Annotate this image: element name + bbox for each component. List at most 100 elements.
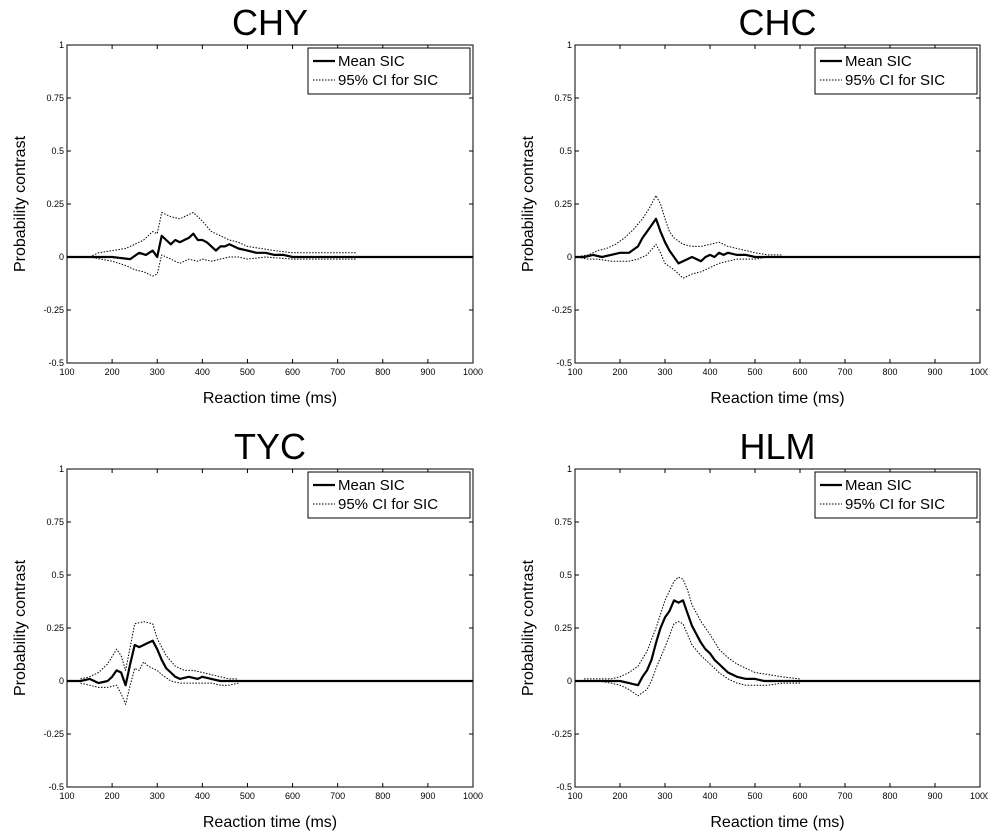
mean-sic-line: [575, 599, 980, 687]
y-tick-label: 0.5: [559, 570, 572, 580]
y-tick-label: 1: [59, 464, 64, 474]
y-tick-label: 0.5: [51, 570, 64, 580]
x-tick-label: 600: [285, 367, 300, 377]
ci-lower-line: [80, 661, 239, 705]
legend-entry: 95% CI for SIC: [338, 496, 438, 513]
legend: Mean SIC 95% CI for SIC: [814, 471, 978, 519]
legend-box: [307, 47, 471, 95]
x-axis-label: Reaction time (ms): [203, 814, 337, 831]
x-tick-label: 700: [330, 367, 345, 377]
chart-title: CHC: [739, 2, 817, 43]
x-tick-label: 1000: [463, 367, 483, 377]
x-tick-label: 600: [792, 367, 807, 377]
x-tick-label: 100: [567, 791, 582, 801]
chart-panel-chy: CHY 100 200 300 400 500 600 700 800 900 1000 -0.5 -0…: [12, 2, 483, 407]
y-tick-label: 1: [567, 464, 572, 474]
x-tick-label: 1000: [970, 367, 988, 377]
ci-lower-line: [89, 254, 356, 277]
y-axis-label: Probability contrast: [12, 135, 29, 272]
y-tick-label: 1: [59, 40, 64, 50]
x-tick-label: 200: [612, 367, 627, 377]
x-axis-label: Reaction time (ms): [203, 390, 337, 407]
y-tick-label: 0: [59, 676, 64, 686]
x-tick-label: 600: [285, 791, 300, 801]
y-tick-label: 0.75: [554, 93, 572, 103]
ci-lower-line: [584, 621, 800, 697]
y-tick-label: 0.25: [46, 199, 64, 209]
y-tick-label: 0.75: [554, 517, 572, 527]
x-tick-label: 200: [612, 791, 627, 801]
mean-sic-line: [67, 639, 473, 687]
legend-box: [814, 47, 978, 95]
x-tick-label: 800: [375, 367, 390, 377]
mean-sic-line: [67, 232, 473, 261]
ci-upper-line: [89, 212, 356, 258]
legend-entry: Mean SIC: [338, 53, 405, 70]
x-tick-label: 1000: [970, 791, 988, 801]
chart-title: TYC: [234, 426, 306, 467]
chart-panel-hlm: HLM 100 200 300 400 500 600 700 800 900 1000 -0.5 -0…: [520, 426, 988, 831]
y-axis-label: Probability contrast: [12, 559, 29, 696]
legend: Mean SIC 95% CI for SIC: [307, 47, 471, 95]
chart-panel-chc: CHC 100 200 300 400 500 600 700 800 900 1000 -0.5 -0…: [520, 2, 988, 407]
x-tick-label: 100: [567, 367, 582, 377]
x-tick-label: 300: [150, 791, 165, 801]
x-tick-label: 100: [59, 367, 74, 377]
x-tick-label: 400: [702, 367, 717, 377]
x-tick-label: 400: [195, 367, 210, 377]
legend-entry: 95% CI for SIC: [845, 72, 945, 89]
x-tick-label: 900: [927, 791, 942, 801]
x-tick-label: 900: [420, 367, 435, 377]
x-tick-label: 200: [105, 367, 120, 377]
x-tick-label: 700: [837, 791, 852, 801]
y-tick-label: 0: [59, 252, 64, 262]
y-tick-label: 0.25: [554, 623, 572, 633]
x-tick-label: 100: [59, 791, 74, 801]
legend-box: [814, 471, 978, 519]
ci-upper-line: [80, 621, 239, 680]
y-tick-label: -0.5: [48, 782, 64, 792]
y-tick-label: 0: [567, 676, 572, 686]
y-tick-label: -0.25: [43, 729, 64, 739]
y-tick-label: -0.5: [556, 358, 572, 368]
y-tick-label: 0.25: [554, 199, 572, 209]
legend-entry: Mean SIC: [845, 53, 912, 70]
legend-box: [307, 471, 471, 519]
chart-title: HLM: [739, 426, 815, 467]
legend: Mean SIC 95% CI for SIC: [814, 47, 978, 95]
x-tick-label: 300: [657, 791, 672, 801]
x-tick-label: 300: [657, 367, 672, 377]
y-tick-label: 0.75: [46, 517, 64, 527]
x-tick-label: 400: [195, 791, 210, 801]
y-tick-label: 0.75: [46, 93, 64, 103]
legend-entry: Mean SIC: [338, 477, 405, 494]
x-tick-label: 800: [375, 791, 390, 801]
y-tick-label: 0.5: [559, 146, 572, 156]
x-tick-label: 900: [420, 791, 435, 801]
y-axis-label: Probability contrast: [520, 559, 537, 696]
x-tick-label: 500: [240, 791, 255, 801]
x-tick-label: 700: [837, 367, 852, 377]
x-tick-label: 300: [150, 367, 165, 377]
x-tick-label: 600: [792, 791, 807, 801]
x-tick-label: 500: [747, 367, 762, 377]
y-axis-label: Probability contrast: [520, 135, 537, 272]
y-tick-label: 1: [567, 40, 572, 50]
legend: Mean SIC 95% CI for SIC: [307, 471, 471, 519]
x-tick-label: 900: [927, 367, 942, 377]
legend-entry: 95% CI for SIC: [338, 72, 438, 89]
x-tick-label: 700: [330, 791, 345, 801]
x-tick-label: 1000: [463, 791, 483, 801]
x-tick-label: 500: [240, 367, 255, 377]
legend-entry: 95% CI for SIC: [845, 496, 945, 513]
y-tick-label: 0.25: [46, 623, 64, 633]
legend-entry: Mean SIC: [845, 477, 912, 494]
y-tick-label: -0.5: [556, 782, 572, 792]
x-axis-label: Reaction time (ms): [710, 390, 844, 407]
y-tick-label: -0.5: [48, 358, 64, 368]
y-tick-label: -0.25: [551, 729, 572, 739]
x-tick-label: 800: [882, 791, 897, 801]
x-tick-label: 200: [105, 791, 120, 801]
x-tick-label: 400: [702, 791, 717, 801]
